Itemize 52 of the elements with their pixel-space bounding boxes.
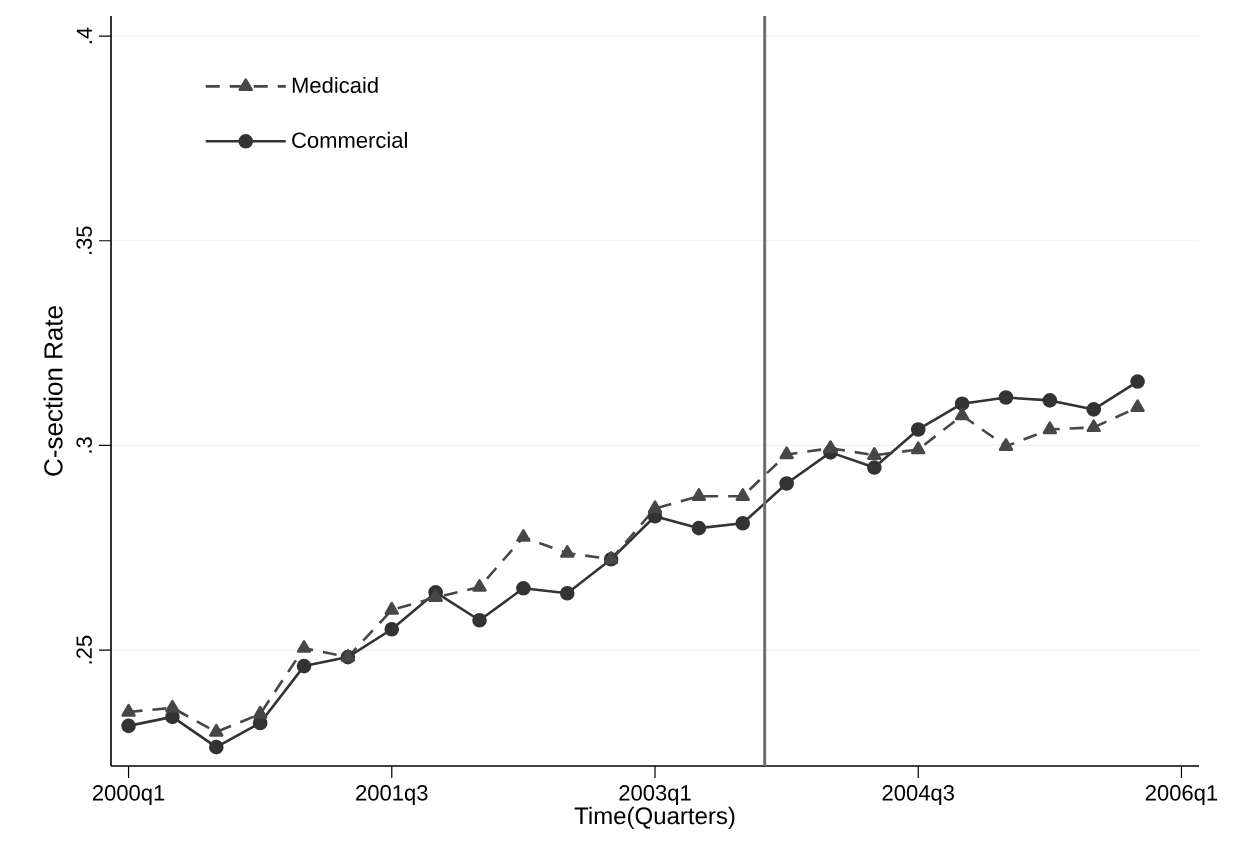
y-axis-title: C-section Rate	[43, 306, 63, 476]
y-tick-label: .25	[76, 635, 92, 664]
point	[1130, 399, 1145, 413]
point	[1086, 419, 1101, 433]
x-tick-label: 2003q1	[619, 785, 691, 805]
point	[516, 529, 531, 542]
point	[384, 601, 399, 615]
point	[559, 585, 575, 601]
point	[1042, 393, 1058, 408]
y-tick-label: .4	[76, 27, 92, 44]
x-tick-label: 2001q3	[356, 785, 428, 805]
x-axis-title: Time(Quarters)	[574, 806, 735, 830]
point	[296, 658, 312, 674]
point	[779, 446, 794, 460]
point	[209, 739, 224, 755]
point	[691, 520, 707, 536]
point	[954, 407, 970, 421]
point	[121, 718, 136, 734]
point	[867, 447, 882, 460]
point	[296, 639, 312, 653]
point	[910, 422, 926, 437]
y-tick-label: .35	[76, 226, 92, 255]
point	[735, 488, 750, 501]
point	[472, 578, 487, 592]
y-tick-label: .3	[76, 437, 92, 453]
x-tick-label: 2000q1	[92, 785, 165, 805]
point	[911, 441, 926, 455]
point	[384, 621, 400, 637]
point	[165, 699, 180, 713]
point	[516, 581, 531, 596]
point	[735, 515, 751, 531]
point	[1042, 421, 1058, 435]
legend-label: Commercial	[292, 131, 407, 148]
point	[647, 500, 663, 514]
point	[998, 390, 1014, 405]
point	[209, 723, 224, 737]
x-tick-label: 2004q3	[882, 785, 954, 805]
point	[252, 705, 268, 719]
x-tick-label: 2006q1	[1145, 785, 1218, 805]
point	[560, 545, 575, 558]
point	[691, 488, 707, 501]
point	[998, 438, 1014, 451]
point	[472, 612, 487, 628]
point	[1130, 374, 1145, 389]
point	[779, 476, 794, 491]
point	[823, 440, 838, 453]
point	[428, 589, 443, 603]
point	[121, 703, 136, 717]
point	[1086, 402, 1102, 417]
point	[867, 460, 882, 475]
legend-label: Medicaid	[292, 76, 378, 94]
point	[954, 396, 970, 411]
